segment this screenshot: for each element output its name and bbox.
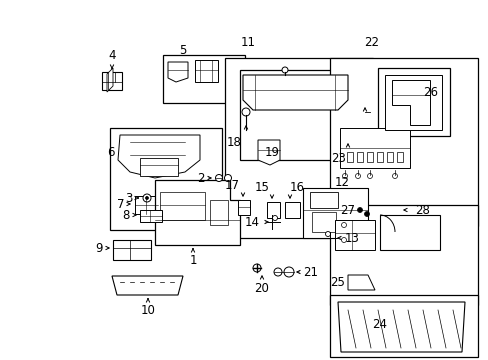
Circle shape: [224, 175, 231, 181]
Circle shape: [142, 194, 151, 202]
Text: 13: 13: [345, 231, 359, 244]
Polygon shape: [384, 75, 441, 130]
Bar: [311, 212, 335, 232]
Text: 26: 26: [422, 86, 437, 99]
Polygon shape: [107, 68, 113, 92]
Bar: [329, 205, 477, 305]
Bar: [366, 152, 372, 162]
Circle shape: [272, 216, 277, 220]
Polygon shape: [155, 180, 240, 245]
Text: 1: 1: [189, 253, 196, 266]
Polygon shape: [266, 202, 280, 218]
Polygon shape: [347, 275, 374, 290]
Bar: [356, 152, 362, 162]
Polygon shape: [379, 215, 439, 250]
Bar: [346, 152, 352, 162]
Polygon shape: [135, 196, 158, 214]
Text: 10: 10: [140, 303, 155, 316]
Text: 20: 20: [254, 282, 269, 294]
Circle shape: [282, 67, 287, 73]
Text: 19: 19: [264, 145, 280, 158]
Polygon shape: [303, 188, 367, 238]
Polygon shape: [102, 72, 122, 90]
Circle shape: [367, 174, 372, 179]
Text: 3: 3: [125, 192, 133, 204]
Circle shape: [215, 175, 222, 181]
Bar: [386, 152, 392, 162]
Bar: [376, 152, 382, 162]
Polygon shape: [112, 276, 183, 295]
Circle shape: [364, 212, 369, 216]
Text: 16: 16: [289, 180, 305, 194]
Text: 7: 7: [116, 198, 124, 211]
Bar: [160, 192, 204, 220]
Text: 11: 11: [240, 36, 255, 49]
Polygon shape: [258, 140, 280, 165]
Text: 25: 25: [329, 275, 345, 288]
Text: 27: 27: [339, 203, 354, 216]
Bar: [163, 55, 244, 103]
Bar: [377, 68, 449, 136]
Bar: [224, 58, 372, 238]
Polygon shape: [285, 202, 299, 218]
Text: 18: 18: [226, 135, 242, 149]
Text: 8: 8: [122, 208, 130, 221]
Bar: [110, 128, 222, 230]
Bar: [240, 70, 359, 160]
Polygon shape: [195, 60, 218, 82]
Polygon shape: [391, 80, 429, 125]
Circle shape: [342, 174, 347, 179]
Circle shape: [242, 108, 249, 116]
Text: 5: 5: [179, 44, 186, 57]
Circle shape: [341, 222, 346, 228]
Bar: [329, 295, 477, 357]
Bar: [329, 58, 477, 226]
Bar: [309, 192, 337, 208]
Circle shape: [252, 264, 261, 272]
Text: 9: 9: [95, 242, 103, 255]
Polygon shape: [339, 128, 409, 168]
Circle shape: [355, 174, 360, 179]
Text: 23: 23: [330, 152, 346, 165]
Polygon shape: [140, 210, 162, 222]
Text: 6: 6: [107, 145, 115, 158]
Text: 17: 17: [224, 179, 240, 192]
Polygon shape: [168, 62, 187, 82]
Bar: [113, 240, 151, 260]
Circle shape: [392, 174, 397, 179]
Polygon shape: [238, 200, 249, 215]
Bar: [140, 158, 178, 176]
Text: 28: 28: [414, 203, 429, 216]
Text: 14: 14: [244, 216, 260, 229]
Bar: [209, 200, 227, 225]
Text: 22: 22: [364, 36, 379, 49]
Text: 24: 24: [372, 319, 386, 332]
Bar: [396, 152, 402, 162]
Circle shape: [273, 268, 282, 276]
Polygon shape: [243, 75, 347, 110]
Text: 21: 21: [303, 266, 317, 279]
Polygon shape: [337, 302, 464, 352]
Text: 12: 12: [334, 176, 349, 189]
Text: 4: 4: [108, 49, 116, 62]
Circle shape: [341, 238, 346, 243]
Polygon shape: [118, 135, 200, 178]
Circle shape: [284, 267, 293, 277]
Text: 2: 2: [197, 171, 204, 185]
Circle shape: [357, 207, 362, 212]
Circle shape: [325, 231, 330, 237]
Polygon shape: [334, 220, 374, 250]
Circle shape: [145, 197, 148, 199]
Text: 15: 15: [255, 180, 269, 194]
